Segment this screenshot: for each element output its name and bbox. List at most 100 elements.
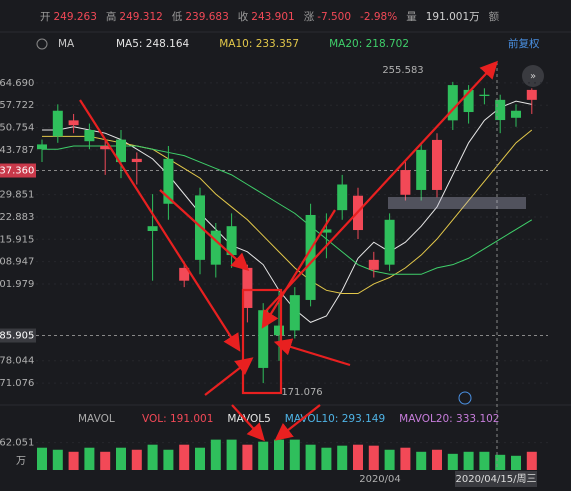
expand-button[interactable] <box>522 65 544 87</box>
volume-legend-item: VOL: 191.001 <box>142 413 213 425</box>
candle-body <box>463 89 474 113</box>
indicator-name[interactable]: MA <box>58 38 75 50</box>
low-label: 171.076 <box>281 387 322 398</box>
volume-bar <box>479 451 490 470</box>
high-label: 255.583 <box>382 65 423 76</box>
volume-legend-item: MAVOL10: 293.149 <box>285 413 385 425</box>
volume-bar <box>526 451 537 470</box>
volume-bar <box>416 451 427 470</box>
candle-body <box>479 94 490 96</box>
candle-body <box>210 230 221 265</box>
candle-body <box>179 267 190 281</box>
y-tick-label: 362.051 <box>0 438 34 449</box>
highlight-box <box>241 288 283 395</box>
volume-bar <box>84 447 95 470</box>
arrow <box>264 60 498 313</box>
candle-body <box>226 226 237 256</box>
y-tick-label: 215.915 <box>0 234 34 245</box>
volume-bar <box>274 439 284 470</box>
candle-body <box>384 219 395 265</box>
candle-body <box>511 110 521 118</box>
price-marker-label: 185.905 <box>0 331 34 342</box>
price-marker-box <box>0 163 36 178</box>
volume-bar <box>242 444 253 470</box>
candle-body <box>274 325 284 336</box>
candle-body <box>321 229 332 233</box>
quote-item: 额 <box>489 10 500 23</box>
quote-item: -7.500 <box>317 11 351 23</box>
y-tick-label: 178.044 <box>0 356 34 367</box>
y-tick-label: 171.076 <box>0 378 34 389</box>
candle-body <box>400 170 411 195</box>
ma-line <box>42 145 533 275</box>
volume-bar <box>226 439 237 470</box>
volume-bar <box>368 445 379 470</box>
volume-bar <box>210 439 221 470</box>
volume-plot: MAVOL VOL: 191.001 MAVOL5 MAVOL10: 293.149 M… <box>0 404 571 470</box>
x-label: 2020/04 <box>359 474 401 485</box>
volume-bar <box>195 447 205 470</box>
volume-bar <box>305 444 316 470</box>
quote-item: 239.683 <box>185 11 228 23</box>
candle-body <box>84 129 95 142</box>
volume-bar <box>68 451 79 470</box>
volume-bar <box>447 453 458 470</box>
volume-bar <box>116 447 126 470</box>
candle-body <box>495 99 506 121</box>
volume-bar <box>289 439 300 470</box>
volume-bar <box>495 454 506 470</box>
y-tick-label: 208.947 <box>0 257 34 268</box>
arrow <box>261 209 336 329</box>
candle-body <box>163 158 174 204</box>
volume-bar <box>432 449 442 470</box>
volume-bar <box>37 447 47 470</box>
home-icon[interactable] <box>458 391 472 405</box>
arrow <box>79 99 241 352</box>
ma-legend: MA5: 248.164 MA10: 233.357 MA20: 218.702 <box>116 38 409 50</box>
ma-legend-item: MA5: 248.164 <box>116 38 190 50</box>
volume-bar <box>258 441 269 470</box>
volume-bar <box>400 447 411 470</box>
volume-bar <box>147 444 158 470</box>
quote-item: 高 <box>106 10 117 23</box>
volume-bar <box>179 444 190 470</box>
quote-item: 收 <box>238 10 249 23</box>
volume-bar <box>463 451 474 470</box>
candle-body <box>305 214 316 300</box>
quote-item: 191.001万 <box>426 11 480 23</box>
quote-item: 开 <box>40 11 51 23</box>
crosshair-date: 2020/04/15/周三 <box>455 473 536 485</box>
quote-item: 量 <box>406 11 417 23</box>
candle-body <box>368 259 379 270</box>
arrow <box>159 189 250 271</box>
volume-bar <box>131 449 142 470</box>
crosshair-date-box <box>455 471 537 487</box>
candle-body <box>52 110 63 137</box>
price-marker-box <box>0 328 36 343</box>
price-plot: 264.690 257.722 250.754 243.787 229.851 222.8… <box>0 78 548 389</box>
volume-unit: 万 <box>16 456 26 467</box>
volume-title: MAVOL <box>78 413 115 425</box>
y-tick-label: 243.787 <box>0 145 34 156</box>
volume-bar <box>100 451 111 470</box>
quote-item: 涨 <box>304 11 315 23</box>
y-tick-label: 257.722 <box>0 100 34 111</box>
candle-body <box>447 85 458 121</box>
overlay-band <box>388 197 526 209</box>
volume-bar <box>353 444 363 470</box>
volume-bar <box>321 447 332 470</box>
settings-icon[interactable] <box>36 38 48 50</box>
expand-icon: » <box>530 71 536 82</box>
adjust-mode[interactable]: 前复权 <box>508 37 540 50</box>
candle-body <box>526 89 537 100</box>
ma-legend-item: MA20: 218.702 <box>329 38 409 50</box>
arrow <box>273 338 351 367</box>
candle-body <box>68 120 79 126</box>
volume-bar <box>337 445 348 470</box>
volume-legend-item: MAVOL5 <box>227 413 270 425</box>
quote-item: 249.263 <box>54 11 97 23</box>
volume-bar <box>384 449 395 470</box>
candle-body <box>432 139 442 190</box>
annotations <box>79 60 498 442</box>
candle-body <box>100 146 111 150</box>
